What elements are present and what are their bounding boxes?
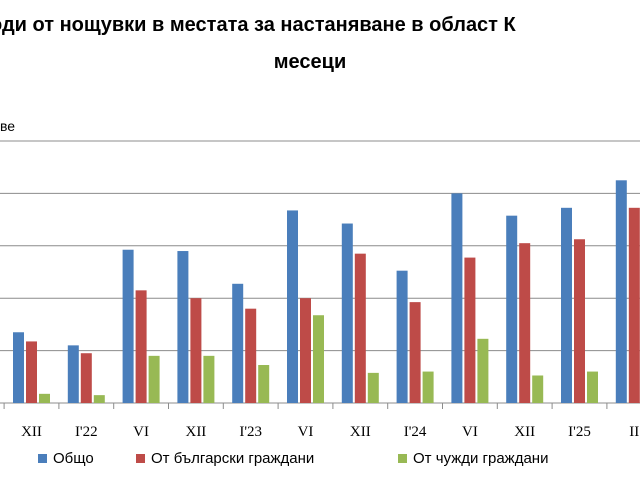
bar-bulgarian	[574, 239, 585, 403]
bar-foreign	[367, 372, 379, 403]
x-tick-label: II	[629, 424, 639, 440]
x-tick-label: VI	[298, 424, 314, 440]
bar-bulgarian	[354, 253, 366, 403]
bar-foreign	[532, 375, 544, 403]
bar-bulgarian	[519, 243, 531, 403]
legend-swatch-bulgarian	[136, 454, 145, 463]
bar-bulgarian	[300, 298, 311, 403]
x-tick-label: I'25	[568, 424, 591, 440]
bar-foreign	[313, 315, 324, 403]
legend-item-total: Общо	[38, 450, 94, 467]
bar-bulgarian	[80, 353, 92, 403]
chart-title-line2: месеци	[273, 51, 347, 73]
bar-bulgarian	[190, 298, 202, 403]
legend-swatch-foreign	[398, 454, 407, 463]
bar-chart: XII I'22 VI XII I'23 VI XII I'24 VI XII I'25 II	[0, 140, 640, 440]
bar-bulgarian	[464, 257, 476, 403]
x-tick-label: I'22	[75, 424, 98, 440]
bar-total	[232, 283, 244, 403]
x-tick-label: XII	[185, 424, 206, 440]
bar-total	[13, 332, 24, 403]
bar-total	[341, 223, 353, 403]
x-tick-label: I'23	[239, 424, 262, 440]
x-tick-label: I'24	[404, 424, 427, 440]
legend-label-bulgarian: От български граждани	[151, 450, 315, 467]
bar-total	[561, 207, 572, 403]
bar-total	[67, 345, 79, 403]
bar-total	[122, 249, 134, 403]
bar-foreign	[203, 355, 215, 403]
bar-foreign	[477, 338, 489, 403]
legend-item-bulgarian: От български граждани	[136, 450, 314, 467]
bar-foreign	[422, 371, 434, 403]
legend-label-total: Общо	[53, 450, 94, 467]
bar-foreign	[93, 395, 105, 403]
bar-total	[615, 180, 627, 403]
bar-total	[451, 193, 463, 403]
x-tick-label: XII	[350, 424, 371, 440]
x-tick-label: XII	[21, 424, 42, 440]
bar-total	[506, 215, 518, 403]
bar-bulgarian	[628, 207, 640, 403]
x-tick-label: VI	[462, 424, 478, 440]
legend-label-foreign: От чужди граждани	[413, 450, 549, 467]
bar-total	[396, 270, 408, 403]
bar-total	[177, 251, 189, 403]
bar-bulgarian	[245, 308, 257, 403]
x-tick-label: VI	[133, 424, 149, 440]
legend-item-foreign: От чужди граждани	[398, 450, 548, 467]
y-axis-unit-label: ве	[0, 118, 16, 134]
legend-swatch-total	[38, 454, 47, 463]
bar-foreign	[39, 393, 50, 403]
chart-title-line1: оди от нощувки в местата за настаняване …	[0, 14, 516, 36]
bar-bulgarian	[135, 290, 147, 403]
bar-total	[287, 210, 298, 403]
bar-bulgarian	[26, 341, 37, 403]
bar-foreign	[148, 355, 160, 403]
bar-bulgarian	[409, 302, 421, 403]
x-tick-label: XII	[514, 424, 535, 440]
bar-foreign	[258, 365, 270, 403]
bar-foreign	[587, 371, 598, 403]
